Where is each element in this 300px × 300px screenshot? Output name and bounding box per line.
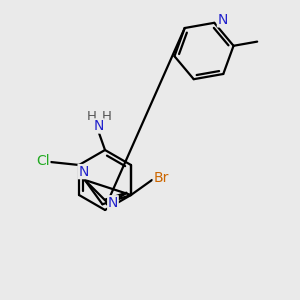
Text: N: N	[108, 196, 118, 210]
Text: H: H	[102, 110, 111, 124]
Text: N: N	[218, 13, 228, 27]
Text: N: N	[78, 165, 88, 178]
Text: Br: Br	[153, 172, 169, 185]
Text: N: N	[94, 119, 104, 133]
Text: H: H	[87, 110, 96, 124]
Text: Cl: Cl	[36, 154, 50, 167]
